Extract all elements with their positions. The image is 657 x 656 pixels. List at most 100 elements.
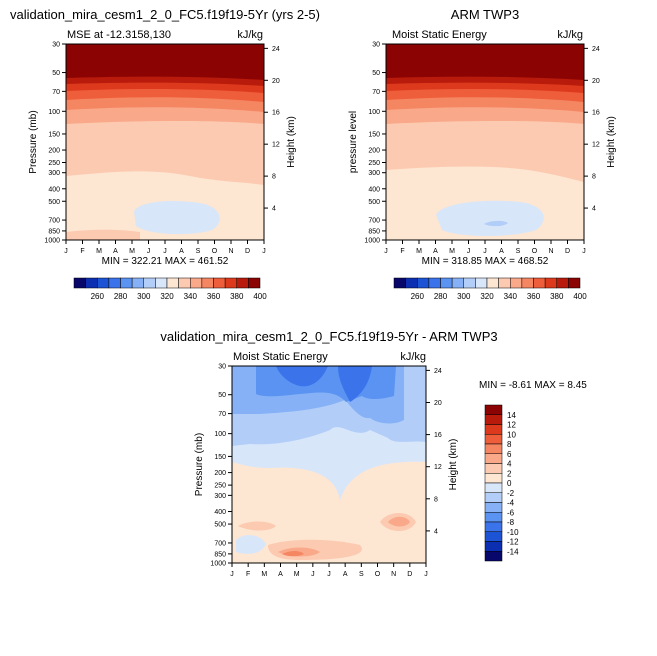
pressure-tick-label: 200 — [214, 470, 226, 477]
pressure-axis-label: Pressure (mb) — [28, 110, 39, 173]
pressure-tick-label: 30 — [218, 364, 226, 371]
month-tick-label: M — [129, 248, 135, 255]
colorbar-swatch — [405, 277, 418, 289]
pressure-tick-label: 500 — [48, 199, 60, 206]
colorbar-label: 380 — [550, 292, 564, 301]
colorbar-swatch — [484, 512, 503, 523]
colorbar-label: 8 — [507, 440, 512, 449]
colorbar-label: -10 — [507, 528, 519, 537]
month-tick-label: J — [163, 248, 167, 255]
month-tick-label: O — [212, 248, 218, 255]
colorbar-label: 6 — [507, 450, 512, 459]
height-tick-label: 20 — [592, 78, 600, 85]
colorbar-swatch — [451, 277, 464, 289]
colorbar-swatch — [484, 414, 503, 425]
month-tick-label: J — [230, 571, 234, 578]
month-tick-label: J — [467, 248, 471, 255]
height-tick-label: 8 — [434, 496, 438, 503]
colorbar-label: -14 — [507, 547, 519, 556]
month-tick-label: N — [548, 248, 553, 255]
panel-a-contours — [66, 44, 264, 240]
month-tick-label: O — [532, 248, 538, 255]
colorbar-label: 400 — [573, 292, 587, 301]
colorbar-swatch — [484, 443, 503, 454]
colorbar-swatch — [556, 277, 569, 289]
colorbar-label: 320 — [480, 292, 494, 301]
pressure-tick-label: 400 — [48, 186, 60, 193]
colorbar-swatch — [484, 531, 503, 542]
month-tick-label: J — [483, 248, 487, 255]
height-tick-label: 16 — [434, 432, 442, 439]
colorbar-label: 280 — [114, 292, 128, 301]
colorbar-swatch — [484, 424, 503, 435]
colorbar-swatch — [131, 277, 144, 289]
month-tick-label: D — [245, 248, 250, 255]
colorbar-label: -4 — [507, 499, 515, 508]
colorbar-swatch — [484, 453, 503, 464]
height-tick-label: 8 — [592, 174, 596, 181]
height-tick-label: 8 — [272, 174, 276, 181]
panel-a-axes: 30 50 70 100 150 200 250 300 400 500 700 850 1000 24 2… — [28, 42, 297, 256]
pressure-tick-label: 150 — [368, 131, 380, 138]
colorbar-swatch — [475, 277, 488, 289]
colorbar-swatch — [484, 463, 503, 474]
pressure-tick-label: 700 — [368, 218, 380, 225]
colorbar-label: 400 — [253, 292, 267, 301]
colorbar-swatch — [178, 277, 191, 289]
colorbar-label: 2 — [507, 469, 512, 478]
height-tick-label: 24 — [592, 46, 600, 53]
panel-difference: validation_mira_cesm1_2_0_FC5.f19f19-5Yr… — [160, 329, 587, 578]
colorbar-label: 360 — [527, 292, 541, 301]
colorbar-label: 300 — [457, 292, 471, 301]
height-tick-label: 4 — [434, 528, 438, 535]
colorbar-swatch — [568, 277, 581, 289]
panel-b-title: ARM TWP3 — [451, 7, 519, 22]
month-tick-label: D — [565, 248, 570, 255]
colorbar-swatch — [484, 521, 503, 532]
month-tick-label: F — [400, 248, 404, 255]
pressure-tick-label: 100 — [368, 109, 380, 116]
height-tick-label: 20 — [272, 78, 280, 85]
colorbar-swatch — [108, 277, 121, 289]
colorbar-swatch — [143, 277, 156, 289]
colorbar-swatch — [484, 434, 503, 445]
panel-b-stats: MIN = 318.85 MAX = 468.52 — [422, 256, 549, 267]
panel-c-fill-neg-sfc — [236, 535, 266, 554]
colorbar-swatch — [248, 277, 261, 289]
panel-c-title: validation_mira_cesm1_2_0_FC5.f19f19-5Yr… — [160, 329, 497, 344]
colorbar-swatch — [417, 277, 430, 289]
pressure-tick-label: 1000 — [364, 238, 380, 245]
month-tick-label: A — [179, 248, 184, 255]
pressure-tick-label: 500 — [368, 199, 380, 206]
panel-c-units: kJ/kg — [400, 351, 426, 363]
panel-a-fill-320 — [134, 201, 220, 235]
pressure-tick-label: 300 — [214, 493, 226, 500]
pressure-tick-label: 700 — [48, 218, 60, 225]
height-tick-label: 12 — [592, 142, 600, 149]
pressure-tick-label: 100 — [214, 431, 226, 438]
panel-c-fill-neg9a — [276, 366, 328, 387]
colorbar-label: 4 — [507, 460, 512, 469]
pressure-tick-label: 30 — [372, 42, 380, 49]
height-tick-label: 24 — [434, 368, 442, 375]
colorbar-swatch — [224, 277, 237, 289]
pressure-tick-label: 250 — [214, 483, 226, 490]
pressure-tick-label: 50 — [218, 392, 226, 399]
panel-obs: ARM TWP3 Moist Static Energy kJ/kg 30 50 7… — [348, 7, 617, 301]
colorbar-swatch — [120, 277, 133, 289]
height-axis-label: Height (km) — [606, 116, 617, 168]
colorbar-label: 360 — [207, 292, 221, 301]
month-tick-label: J — [327, 571, 331, 578]
colorbar-swatch — [213, 277, 226, 289]
pressure-axis-label: pressure level — [348, 111, 359, 173]
month-tick-label: A — [113, 248, 118, 255]
panel-c-fill-pos5a — [388, 516, 410, 527]
pressure-tick-label: 30 — [52, 42, 60, 49]
panel-b-units: kJ/kg — [557, 29, 583, 41]
colorbar-swatch — [521, 277, 534, 289]
colorbar-swatch — [440, 277, 453, 289]
pressure-tick-label: 850 — [214, 551, 226, 558]
colorbar-label: 260 — [411, 292, 425, 301]
pressure-tick-label: 1000 — [210, 561, 226, 568]
